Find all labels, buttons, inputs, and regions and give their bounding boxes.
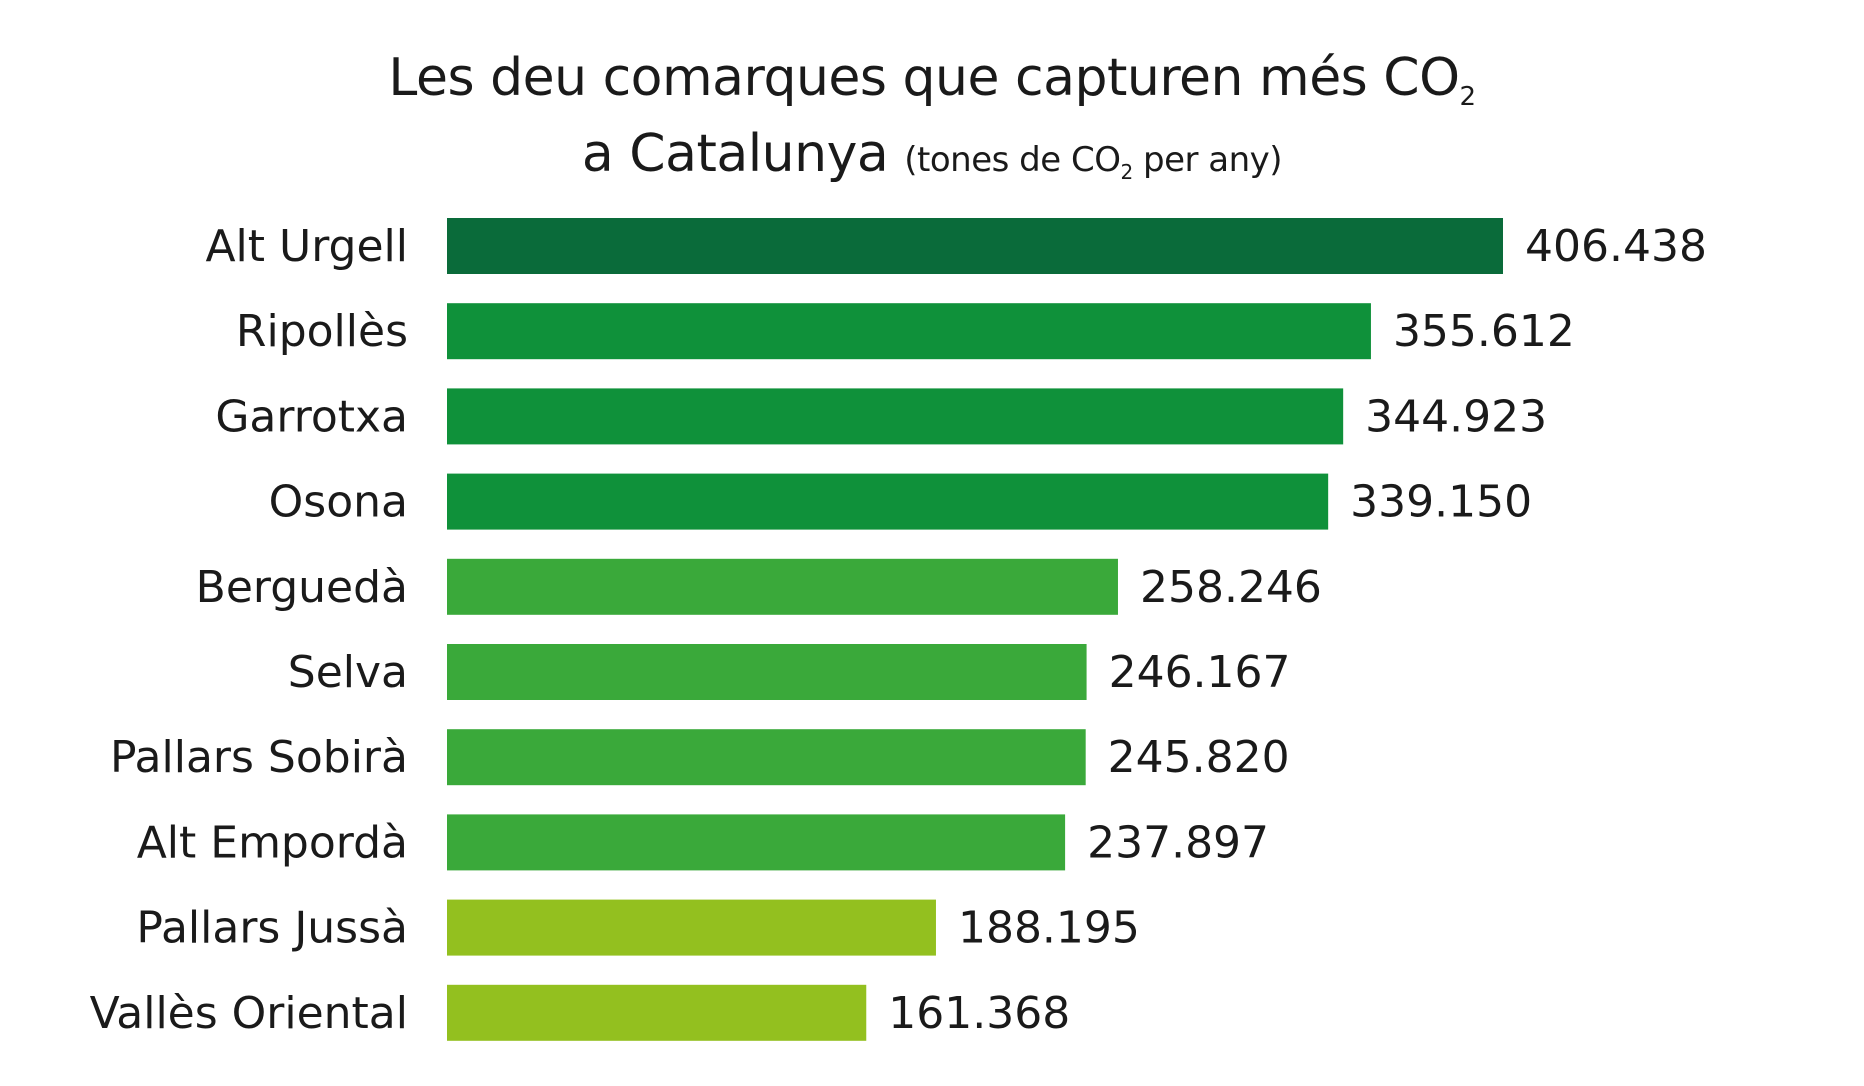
- category-label-6: Pallars Sobirà: [110, 732, 408, 783]
- bar-3: [447, 473, 1329, 530]
- value-label-6: 245.820: [1108, 732, 1290, 783]
- category-label-2: Garrotxa: [215, 391, 408, 442]
- value-label-8: 188.195: [958, 903, 1140, 954]
- value-label-4: 258.246: [1140, 562, 1322, 613]
- chart-title: Les deu comarques que capturen més CO2 a…: [0, 40, 1864, 198]
- value-label-9: 161.368: [888, 988, 1070, 1039]
- bar-6: [447, 729, 1086, 786]
- bar-8: [447, 899, 936, 956]
- title-line-1-subscript: 2: [1459, 82, 1477, 112]
- title-unit-subscript: 2: [1120, 160, 1133, 184]
- category-label-3: Osona: [269, 477, 408, 528]
- value-label-0: 406.438: [1525, 221, 1707, 272]
- category-label-8: Pallars Jussà: [136, 903, 408, 954]
- value-label-7: 237.897: [1087, 817, 1269, 868]
- value-label-5: 246.167: [1109, 647, 1291, 698]
- category-label-1: Ripollès: [236, 306, 408, 357]
- title-line-1: Les deu comarques que capturen més CO2: [0, 40, 1864, 116]
- bar-5: [447, 644, 1087, 700]
- category-label-9: Vallès Oriental: [90, 988, 408, 1039]
- title-line-2-text: a Catalunya: [581, 124, 889, 184]
- bar-2: [447, 388, 1344, 445]
- bar-9: [447, 984, 867, 1041]
- value-labels-group: 406.438 355.612 344.923 339.150 258.246 246.1…: [888, 221, 1707, 1039]
- value-label-1: 355.612: [1393, 306, 1575, 357]
- value-label-3: 339.150: [1350, 477, 1532, 528]
- title-unit: (tones de CO2 per any): [904, 140, 1283, 182]
- title-line-2: a Catalunya (tones de CO2 per any): [0, 116, 1864, 198]
- bar-1: [447, 303, 1371, 360]
- title-line-1-text: Les deu comarques que capturen més CO: [388, 48, 1460, 108]
- bar-7: [447, 814, 1066, 871]
- bar-4: [447, 558, 1118, 615]
- bar-0: [447, 218, 1503, 274]
- bars-group: [447, 218, 1503, 1041]
- category-label-4: Berguedà: [196, 562, 408, 613]
- value-label-2: 344.923: [1365, 391, 1547, 442]
- category-label-7: Alt Empordà: [137, 817, 408, 868]
- category-label-5: Selva: [288, 647, 408, 698]
- category-label-0: Alt Urgell: [205, 221, 408, 272]
- category-labels-group: Alt Urgell Ripollès Garrotxa Osona Berguedà S…: [90, 221, 408, 1039]
- title-unit-suffix: per any): [1132, 140, 1283, 180]
- title-unit-prefix: (tones de CO: [904, 140, 1121, 180]
